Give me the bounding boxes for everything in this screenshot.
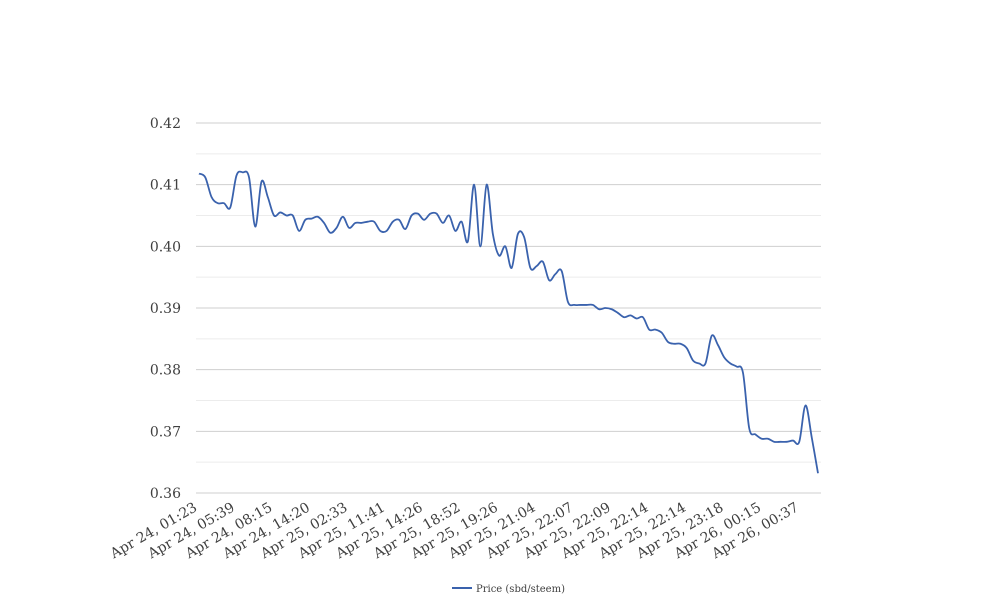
y-tick-label: 0.41 (150, 178, 181, 194)
y-tick-label: 0.36 (150, 486, 181, 502)
y-tick-label: 0.38 (150, 363, 181, 379)
y-tick-label: 0.39 (150, 301, 181, 317)
y-tick-label: 0.42 (150, 116, 181, 132)
series-line-price (198, 170, 819, 474)
series-group (198, 170, 819, 474)
legend-label: Price (sbd/steem) (476, 584, 565, 595)
y-tick-label: 0.37 (150, 424, 181, 440)
grid-lines (196, 122, 821, 494)
y-axis-ticks: 0.36 0.37 0.38 0.39 0.40 0.41 0.42 (150, 116, 181, 502)
y-tick-label: 0.40 (150, 239, 181, 255)
legend[interactable]: Price (sbd/steem) (452, 584, 565, 595)
